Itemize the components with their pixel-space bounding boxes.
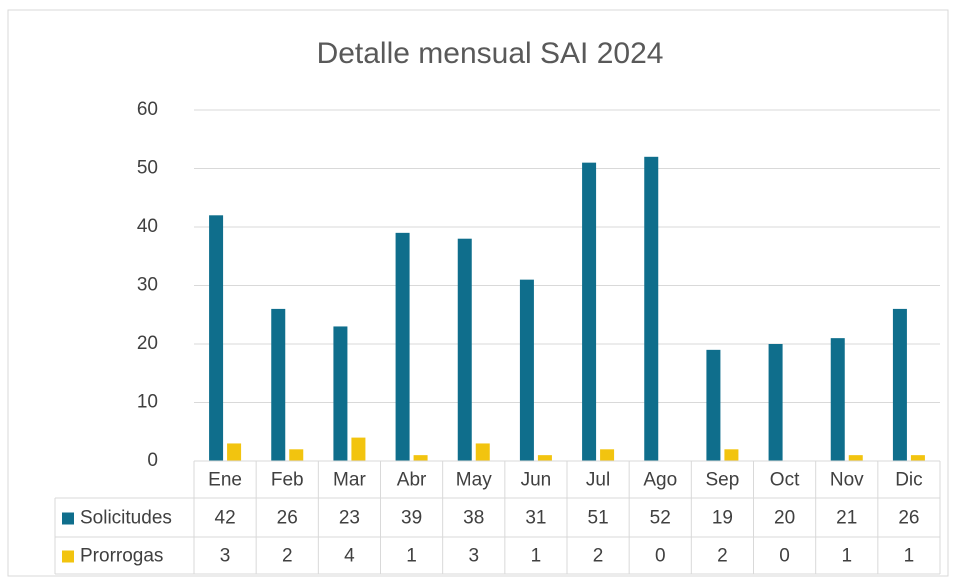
bar xyxy=(413,455,428,461)
table-value: 38 xyxy=(463,508,484,529)
legend-key xyxy=(62,512,74,525)
bar xyxy=(395,232,410,461)
bar xyxy=(351,437,366,461)
bar xyxy=(457,238,472,461)
table-value: 0 xyxy=(779,546,790,567)
bar xyxy=(537,455,552,461)
y-tick-label: 0 xyxy=(147,450,158,471)
table-value: 26 xyxy=(277,508,298,529)
x-tick-label: Jul xyxy=(586,470,610,491)
bar xyxy=(209,215,224,461)
x-tick-label: Ago xyxy=(643,470,677,491)
y-tick-label: 60 xyxy=(137,99,158,120)
table-value: 0 xyxy=(655,546,666,567)
table-value: 1 xyxy=(841,546,852,567)
bar xyxy=(333,326,348,461)
x-tick-label: Feb xyxy=(271,470,304,491)
y-tick-label: 40 xyxy=(137,216,158,237)
table-value: 3 xyxy=(220,546,231,567)
x-tick-label: May xyxy=(456,470,492,491)
legend-label: Prorrogas xyxy=(80,546,163,567)
bar xyxy=(830,338,845,461)
table-value: 51 xyxy=(588,508,609,529)
x-tick-label: Oct xyxy=(770,470,800,491)
table-value: 2 xyxy=(717,546,728,567)
bar xyxy=(582,162,597,461)
x-tick-label: Jun xyxy=(521,470,552,491)
y-tick-label: 20 xyxy=(137,333,158,354)
bar xyxy=(227,443,242,461)
table-value: 4 xyxy=(344,546,355,567)
x-tick-label: Nov xyxy=(830,470,864,491)
bar xyxy=(289,449,304,461)
bar xyxy=(644,156,659,462)
x-tick-label: Dic xyxy=(895,470,922,491)
bar xyxy=(706,349,721,461)
legend-key xyxy=(62,550,74,563)
x-tick-label: Ene xyxy=(208,470,242,491)
y-tick-label: 50 xyxy=(137,158,158,179)
bar xyxy=(519,279,534,461)
table-value: 21 xyxy=(836,508,857,529)
bar xyxy=(848,455,863,461)
x-tick-label: Abr xyxy=(397,470,427,491)
bar xyxy=(768,344,783,461)
bar xyxy=(600,449,615,461)
table-value: 2 xyxy=(593,546,604,567)
table-value: 26 xyxy=(898,508,919,529)
table-value: 52 xyxy=(650,508,671,529)
x-tick-label: Sep xyxy=(706,470,740,491)
table-value: 2 xyxy=(282,546,293,567)
table-value: 23 xyxy=(339,508,360,529)
bar xyxy=(892,308,907,461)
x-tick-label: Mar xyxy=(333,470,366,491)
table-value: 19 xyxy=(712,508,733,529)
y-tick-label: 30 xyxy=(137,275,158,296)
bar xyxy=(475,443,490,461)
table-value: 20 xyxy=(774,508,795,529)
table-value: 31 xyxy=(525,508,546,529)
bar xyxy=(724,449,739,461)
bar xyxy=(910,455,925,461)
table-value: 1 xyxy=(531,546,542,567)
table-value: 39 xyxy=(401,508,422,529)
legend-label: Solicitudes xyxy=(80,508,172,529)
table-value: 42 xyxy=(215,508,236,529)
bar xyxy=(271,308,286,461)
table-value: 3 xyxy=(468,546,479,567)
y-tick-label: 10 xyxy=(137,392,158,413)
chart-title: Detalle mensual SAI 2024 xyxy=(317,37,664,70)
table-value: 1 xyxy=(406,546,417,567)
chart-border xyxy=(7,9,949,577)
table-value: 1 xyxy=(904,546,915,567)
